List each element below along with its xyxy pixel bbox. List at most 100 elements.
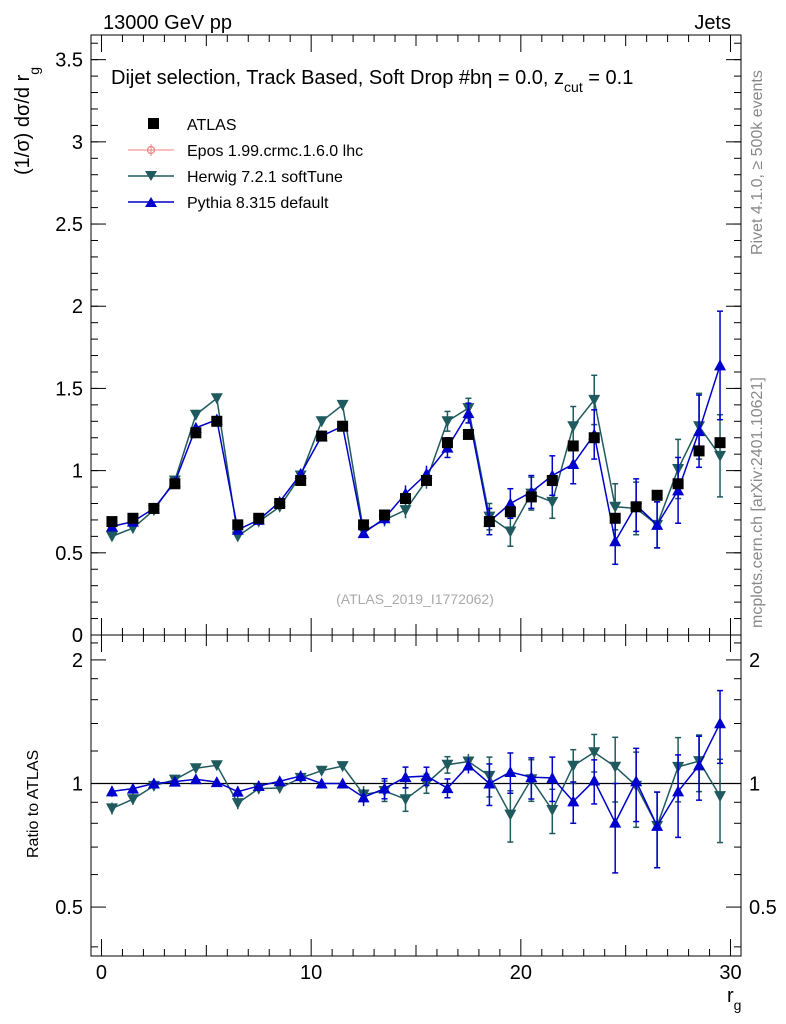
header-left: 13000 GeV pp [103,12,232,34]
herwig-point [105,531,118,543]
atlas-point [504,506,516,518]
pythia-ratio-line [111,722,721,828]
pythia-ratio-point [630,775,643,787]
pythia-ratio-point [168,775,181,787]
pythia-ratio-point [672,785,685,797]
herwig-ratio-point [504,809,517,821]
main-data-layer [105,310,727,566]
pythia-ratio-point [420,770,433,782]
atlas-point [358,519,370,531]
herwig-ratio-point [567,760,580,772]
atlas-point [379,509,391,521]
pythia-ratio-point [336,777,349,789]
atlas-point [253,512,265,524]
atlas-point [630,501,642,513]
pythia-ratio-point [126,782,139,794]
legend-marker-herwig [145,171,157,181]
atlas-point [316,430,328,442]
pythia-point [609,535,622,547]
y-tick-label: 2 [72,296,83,318]
atlas-point [295,474,307,486]
pythia-ratio-point [231,785,244,797]
pythia-point [672,484,685,496]
y-tick-label: 2.5 [55,214,83,236]
legend: ATLAS Epos 1.99.crmc.1.6.0 lhc Herwig 7.… [128,117,363,212]
herwig-ratio-point [441,759,454,771]
pythia-line [111,365,721,544]
ratio-y-tick-label-right: 1 [749,773,760,795]
pythia-point [714,359,727,371]
pythia-ratio-point [504,765,517,777]
pythia-ratio-point [399,771,412,783]
pythia-point [651,518,664,530]
herwig-point [714,450,727,462]
atlas-point [483,516,495,528]
atlas-point [211,415,223,427]
herwig-ratio-point [588,747,601,759]
herwig-point [441,416,454,428]
pythia-point [357,527,370,539]
herwig-ratio-point [126,794,139,806]
herwig-point [399,505,412,517]
atlas-point [232,519,244,531]
y-tick-label: 1.5 [55,378,83,400]
pythia-ratio-point [441,782,454,794]
pythia-ratio-point [714,717,727,729]
x-tick-label: 20 [510,962,532,984]
herwig-line [111,396,721,538]
pythia-ratio-point [567,795,580,807]
pythia-ratio-point [147,777,160,789]
x-axis: 0 10 20 30 [96,35,742,984]
atlas-point [127,512,139,524]
atlas-point [609,512,621,524]
pythia-ratio-point [378,782,391,794]
pythia-ratio-point [588,774,601,786]
herwig-point [546,496,559,508]
main-y-axis: 0 0.5 1 1.5 2 2.5 3 3.5 [55,42,741,647]
ratio-y-tick-label-right: 2 [749,650,760,672]
analysis-watermark: (ATLAS_2019_I1772062) [336,591,494,607]
pythia-ratio-point [273,775,286,787]
pythia-point [693,425,706,437]
atlas-point [337,420,349,432]
legend-label-herwig: Herwig 7.2.1 softTune [187,169,343,186]
ratio-y-tick-label-right: 0.5 [749,897,777,919]
herwig-ratio-point [210,760,223,772]
ratio-y-tick-label: 0.5 [55,897,83,919]
herwig-ratio-point [189,763,202,775]
atlas-point [672,478,684,490]
legend-label-pythia: Pythia 8.315 default [187,195,329,212]
herwig-ratio-point [315,765,328,777]
atlas-point [546,474,558,486]
atlas-point [148,502,160,514]
ratio-y-tick-label: 2 [72,650,83,672]
atlas-point [274,497,286,509]
atlas-point [714,437,726,449]
herwig-point [189,409,202,421]
x-tick-label: 30 [719,962,741,984]
legend-marker-pythia [145,197,157,207]
legend-label-epos: Epos 1.99.crmc.1.6.0 lhc [187,143,363,160]
pythia-point [567,458,580,470]
rivet-label: Rivet 4.1.0, ≥ 500k events [749,70,766,255]
pythia-ratio-point [651,819,664,831]
pythia-ratio-point [315,777,328,789]
atlas-point [651,489,663,501]
y-tick-label: 3.5 [55,50,83,72]
legend-marker-epos [146,145,156,155]
pythia-ratio-point [105,785,118,797]
herwig-point [588,394,601,406]
ratio-y-axis-label: Ratio to ATLAS [25,750,42,858]
x-axis-label: rg [727,985,741,1013]
herwig-point [315,416,328,428]
y-axis-label: (1/σ) dσ/d rg [12,67,42,175]
y-tick-label: 0 [72,625,83,647]
pythia-point [504,497,517,509]
pythia-ratio-point [483,777,496,789]
x-tick-label: 10 [300,962,322,984]
header-right: Jets [694,12,731,34]
atlas-point [588,432,600,444]
pythia-ratio-point [546,771,559,783]
herwig-ratio-point [399,794,412,806]
